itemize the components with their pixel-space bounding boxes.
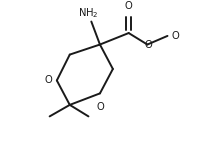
Text: NH$_2$: NH$_2$ bbox=[78, 6, 99, 20]
Text: O: O bbox=[125, 1, 133, 12]
Text: O: O bbox=[45, 75, 53, 85]
Text: O: O bbox=[145, 40, 153, 50]
Text: O: O bbox=[96, 102, 104, 112]
Text: O: O bbox=[172, 31, 180, 41]
